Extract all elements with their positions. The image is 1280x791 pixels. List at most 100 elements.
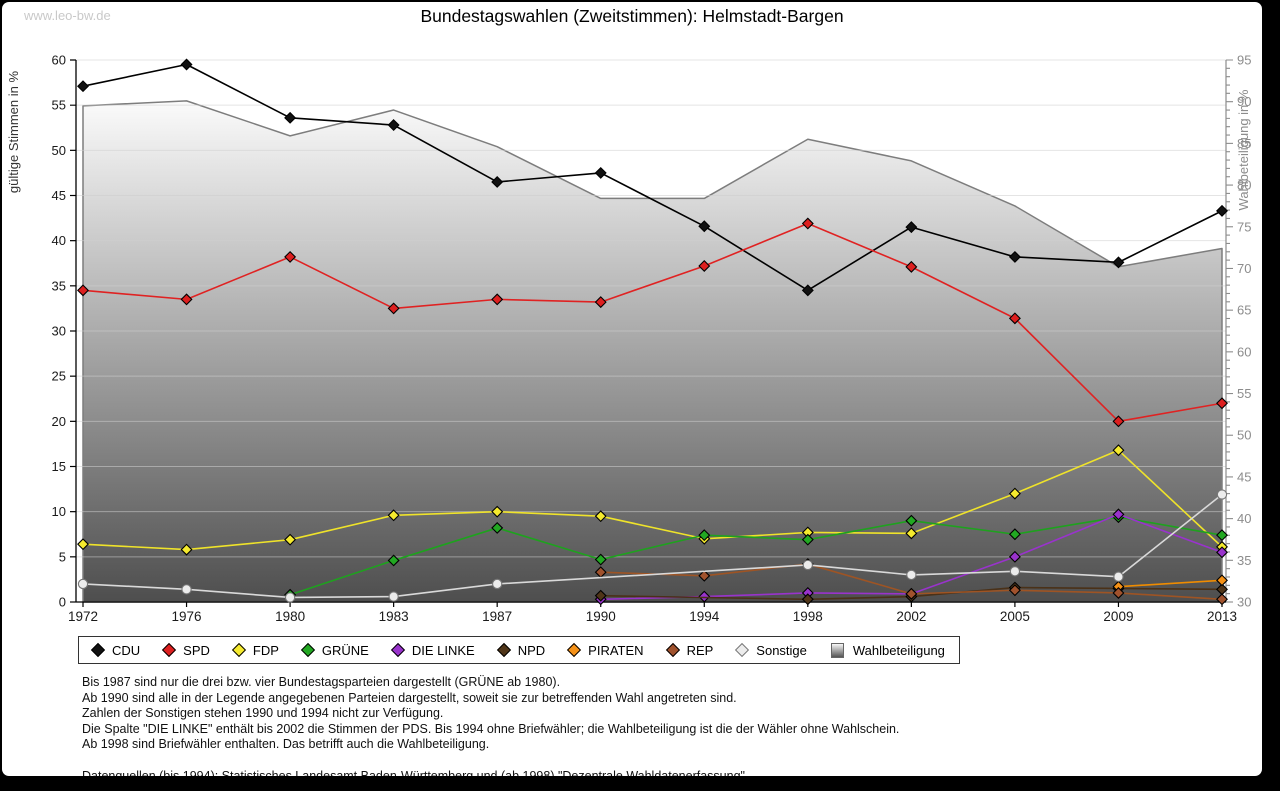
right-axis-tick-label: 80 (1237, 178, 1251, 193)
right-axis-tick-label: 45 (1237, 469, 1251, 484)
data-point-fdp (594, 510, 607, 523)
data-point-cdu (698, 220, 711, 233)
left-axis-tick-label: 0 (59, 595, 66, 610)
data-point-rep (1112, 586, 1125, 599)
legend-item-die-linke: DIE LINKE (381, 643, 487, 658)
legend-label: NPD (517, 642, 546, 658)
data-point-spd (594, 296, 607, 309)
x-axis-tick-label: 2005 (1000, 609, 1030, 624)
data-point-cdu (801, 284, 814, 297)
data-point-grüne (1008, 528, 1021, 541)
left-axis-tick-label: 25 (52, 369, 66, 384)
data-point-spd (1008, 312, 1021, 325)
data-point-cdu (1216, 204, 1228, 217)
legend-swatch-area-icon (830, 642, 844, 658)
legend-swatch-diamond-icon (300, 642, 315, 658)
data-point-spd (180, 293, 193, 306)
data-point-spd (1112, 415, 1125, 428)
legend-label: DIE LINKE (411, 642, 475, 658)
chart-panel: www.leo-bw.de Bundestagswahlen (Zweitsti… (2, 2, 1262, 776)
data-point-fdp (1112, 444, 1125, 457)
data-point-grüne (594, 553, 607, 566)
footnote-source: Datenquellen (bis 1994): Statistisches L… (82, 768, 749, 776)
legend-item-cdu: CDU (81, 643, 152, 658)
legend-item-sonstige: Sonstige (725, 643, 819, 658)
left-axis-tick-label: 30 (52, 324, 66, 339)
x-axis-tick-label: 1972 (68, 609, 98, 624)
legend-label: FDP (252, 642, 279, 658)
legend-swatch-diamond-icon (496, 642, 511, 658)
data-point-fdp (491, 505, 504, 518)
left-axis-tick-label: 45 (52, 188, 66, 203)
series-line-grüne (289, 516, 1223, 596)
data-point-rep (1216, 593, 1228, 606)
right-axis-tick-label: 75 (1237, 219, 1251, 234)
legend-item-spd: SPD (152, 643, 222, 658)
footnote-line: Bis 1987 sind nur die drei bzw. vier Bun… (82, 675, 561, 689)
right-axis-tick-label: 95 (1237, 53, 1251, 68)
data-point-cdu (1008, 250, 1021, 263)
data-point-die-linke (1216, 546, 1228, 559)
footnote-line: Zahlen der Sonstigen stehen 1990 und 199… (82, 706, 444, 721)
legend-swatch-diamond-icon (735, 642, 750, 658)
data-point-cdu (491, 175, 504, 188)
data-point-sonstige (802, 559, 813, 571)
legend-swatch-diamond-icon (665, 642, 680, 658)
data-point-sonstige (1113, 571, 1124, 582)
left-axis-tick-label: 10 (52, 504, 66, 519)
right-axis-tick-label: 55 (1237, 386, 1251, 401)
right-axis-tick-label: 90 (1237, 94, 1251, 109)
data-point-npd (594, 589, 607, 602)
data-point-sonstige (906, 569, 917, 581)
x-axis-tick-label: 1980 (275, 609, 305, 624)
data-point-rep (905, 587, 918, 600)
data-point-grüne (387, 554, 400, 567)
x-axis-tick-label: 1976 (172, 609, 202, 624)
series-line-spd (82, 222, 1223, 423)
left-axis-title: gültige Stimmen in % (6, 71, 21, 194)
data-point-cdu (594, 166, 607, 179)
data-point-cdu (387, 119, 400, 132)
data-point-npd (801, 593, 814, 606)
right-axis-tick-label: 30 (1237, 595, 1251, 610)
series-line-sonstige (82, 493, 1223, 599)
legend-label: REP (686, 642, 714, 658)
data-point-cdu (905, 221, 918, 234)
x-axis-tick-label: 2009 (1103, 609, 1133, 624)
left-axis-tick-label: 5 (59, 549, 66, 564)
x-axis-tick-label: 1983 (379, 609, 409, 624)
x-axis-tick-label: 2013 (1207, 609, 1237, 624)
data-point-sonstige (181, 584, 192, 595)
data-point-sonstige (388, 591, 399, 602)
right-axis-tick-label: 85 (1237, 136, 1251, 151)
data-point-rep (698, 569, 711, 582)
data-point-sonstige (1216, 489, 1228, 500)
chart-legend: CDU SPD FDP GRÜNE DIE LINKE NPD PIRATEN REP Sons… (78, 636, 960, 664)
data-point-fdp (180, 543, 193, 556)
legend-swatch-diamond-icon (90, 642, 106, 658)
data-point-piraten (1216, 574, 1228, 587)
left-axis-tick-label: 55 (52, 98, 66, 113)
x-axis-tick-label: 1987 (482, 609, 512, 624)
legend-swatch-diamond-icon (390, 642, 405, 658)
data-point-spd (284, 250, 297, 263)
right-axis-tick-label: 70 (1237, 261, 1251, 276)
right-axis-title: Wahlbeteiligung in % (1236, 89, 1251, 210)
data-point-fdp (284, 533, 297, 546)
footnote-line: Ab 1990 sind alle in der Legende angegeb… (82, 690, 737, 705)
legend-label: CDU (112, 642, 141, 658)
x-axis-tick-label: 2002 (896, 609, 926, 624)
data-point-die-linke (698, 590, 711, 603)
data-point-fdp (1008, 487, 1021, 500)
data-point-grüne (698, 529, 711, 542)
right-axis-tick-label: 50 (1237, 428, 1251, 443)
data-point-spd (698, 259, 711, 272)
series-line-piraten (1118, 579, 1223, 588)
data-point-sonstige (1009, 566, 1021, 577)
legend-item-piraten: PIRATEN (557, 643, 655, 658)
data-point-cdu (284, 111, 297, 124)
left-axis-tick-label: 40 (52, 233, 66, 248)
data-point-spd (905, 260, 918, 273)
right-axis-tick-label: 35 (1237, 553, 1251, 568)
